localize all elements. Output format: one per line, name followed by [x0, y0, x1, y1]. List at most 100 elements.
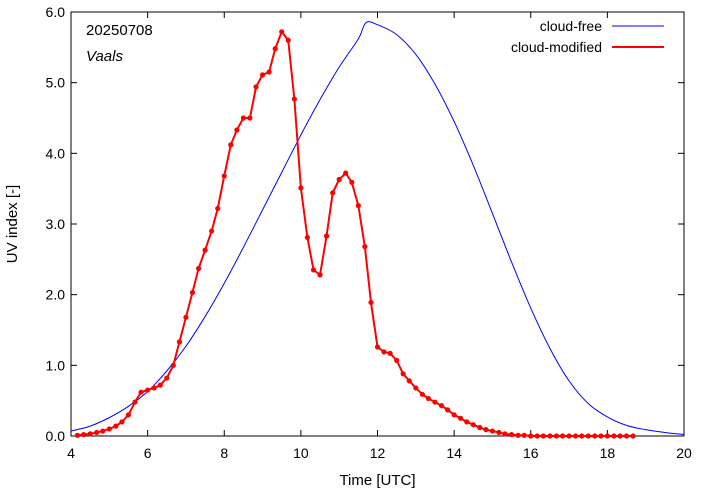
data-point-cloud-modified: [559, 433, 566, 439]
data-point-cloud-modified: [298, 185, 304, 191]
data-point-cloud-modified: [451, 412, 457, 418]
x-tick-label: 12: [370, 445, 386, 461]
data-point-cloud-modified: [400, 371, 406, 377]
data-point-cloud-modified: [145, 387, 151, 393]
data-point-cloud-modified: [572, 433, 579, 439]
data-point-cloud-modified: [355, 203, 361, 209]
data-point-cloud-modified: [106, 426, 112, 432]
data-point-cloud-modified: [458, 415, 464, 421]
data-point-cloud-modified: [413, 385, 419, 391]
data-point-cloud-modified: [470, 422, 476, 428]
data-point-cloud-modified: [74, 432, 81, 438]
data-point-cloud-modified: [604, 433, 610, 439]
data-point-cloud-modified: [432, 399, 438, 405]
data-point-cloud-modified: [477, 424, 483, 431]
x-tick-label: 10: [293, 445, 309, 461]
series-line-cloud-modified: [77, 30, 634, 437]
data-point-cloud-modified: [132, 399, 138, 405]
data-point-cloud-modified: [483, 427, 489, 433]
data-point-cloud-modified: [164, 375, 170, 381]
x-axis-label: Time [UTC]: [339, 472, 415, 489]
y-tick-label: 3.0: [46, 216, 66, 232]
x-tick-label: 4: [67, 445, 75, 461]
data-point-cloud-modified: [291, 96, 297, 102]
data-point-cloud-modified: [215, 205, 221, 212]
x-tick-label: 6: [144, 445, 152, 461]
data-point-cloud-modified: [87, 431, 93, 437]
data-point-cloud-modified: [176, 339, 183, 345]
data-point-cloud-modified: [330, 190, 336, 196]
data-point-cloud-modified: [195, 265, 202, 272]
data-point-cloud-modified: [125, 412, 132, 418]
y-axis-ticks: 0.0 1.0 2.0 3.0 4.0 5.0 6.0: [46, 4, 684, 444]
data-point-cloud-modified: [202, 247, 208, 253]
series: [70, 21, 685, 439]
x-tick-label: 18: [600, 445, 616, 461]
data-point-cloud-modified: [228, 142, 234, 148]
data-point-cloud-modified: [285, 37, 291, 43]
data-point-cloud-modified: [553, 433, 560, 439]
data-point-cloud-modified: [540, 433, 546, 439]
data-point-cloud-modified: [221, 173, 227, 179]
series-line-cloud-free: [70, 21, 685, 436]
data-point-cloud-modified: [534, 433, 540, 439]
data-point-cloud-modified: [349, 179, 355, 185]
data-point-cloud-modified: [304, 234, 310, 241]
data-point-cloud-modified: [100, 428, 106, 434]
data-point-cloud-modified: [368, 299, 374, 306]
legend-label-cloud-free: cloud-free: [540, 18, 602, 34]
data-point-cloud-modified: [310, 267, 317, 273]
data-point-cloud-modified: [189, 289, 196, 296]
data-point-cloud-modified: [394, 357, 400, 363]
data-point-cloud-modified: [592, 433, 598, 439]
x-tick-label: 16: [523, 445, 539, 461]
data-point-cloud-modified: [579, 433, 585, 439]
data-point-cloud-modified: [253, 84, 259, 90]
data-point-cloud-modified: [81, 431, 87, 438]
y-tick-label: 6.0: [46, 4, 66, 20]
x-tick-label: 20: [676, 445, 692, 461]
data-point-cloud-modified: [585, 433, 591, 439]
data-point-cloud-modified: [464, 419, 470, 425]
x-axis-ticks: 4 6 8 10 12 14 16 18 20: [67, 12, 692, 461]
data-point-cloud-modified: [419, 391, 425, 397]
y-axis-label: UV index [-]: [4, 185, 21, 263]
data-point-cloud-modified: [94, 429, 100, 436]
data-point-cloud-modified: [234, 127, 240, 133]
data-point-cloud-modified: [502, 431, 508, 437]
data-point-cloud-modified: [336, 176, 342, 183]
data-point-cloud-modified: [113, 423, 119, 429]
data-point-cloud-modified: [343, 170, 349, 176]
y-tick-label: 2.0: [46, 287, 66, 303]
data-point-cloud-modified: [170, 362, 176, 368]
data-point-cloud-modified: [157, 382, 163, 388]
data-point-cloud-modified: [240, 115, 247, 121]
data-point-cloud-modified: [515, 432, 521, 438]
data-point-cloud-modified: [489, 428, 496, 434]
data-point-cloud-modified: [374, 344, 381, 350]
data-point-cloud-modified: [323, 233, 330, 239]
location-annotation: Vaals: [86, 48, 123, 65]
data-point-cloud-modified: [598, 433, 604, 439]
data-point-cloud-modified: [183, 314, 189, 320]
data-point-cloud-modified: [438, 403, 445, 409]
data-point-cloud-modified: [508, 431, 515, 438]
data-point-cloud-modified: [381, 349, 387, 355]
data-point-cloud-modified: [279, 29, 285, 35]
data-point-cloud-modified: [138, 389, 144, 395]
data-point-cloud-modified: [617, 433, 623, 439]
data-point-cloud-modified: [623, 433, 630, 439]
x-tick-label: 14: [446, 445, 462, 461]
data-point-cloud-modified: [547, 433, 553, 439]
y-tick-label: 0.0: [46, 428, 66, 444]
data-point-cloud-modified: [387, 350, 393, 356]
data-point-cloud-modified: [151, 385, 157, 391]
y-tick-label: 4.0: [46, 145, 66, 161]
data-point-cloud-modified: [406, 378, 412, 384]
data-point-cloud-modified: [247, 115, 253, 121]
data-point-cloud-modified: [266, 69, 272, 75]
data-point-cloud-modified: [630, 433, 636, 439]
data-point-cloud-modified: [362, 244, 368, 250]
data-point-cloud-modified: [528, 433, 534, 439]
